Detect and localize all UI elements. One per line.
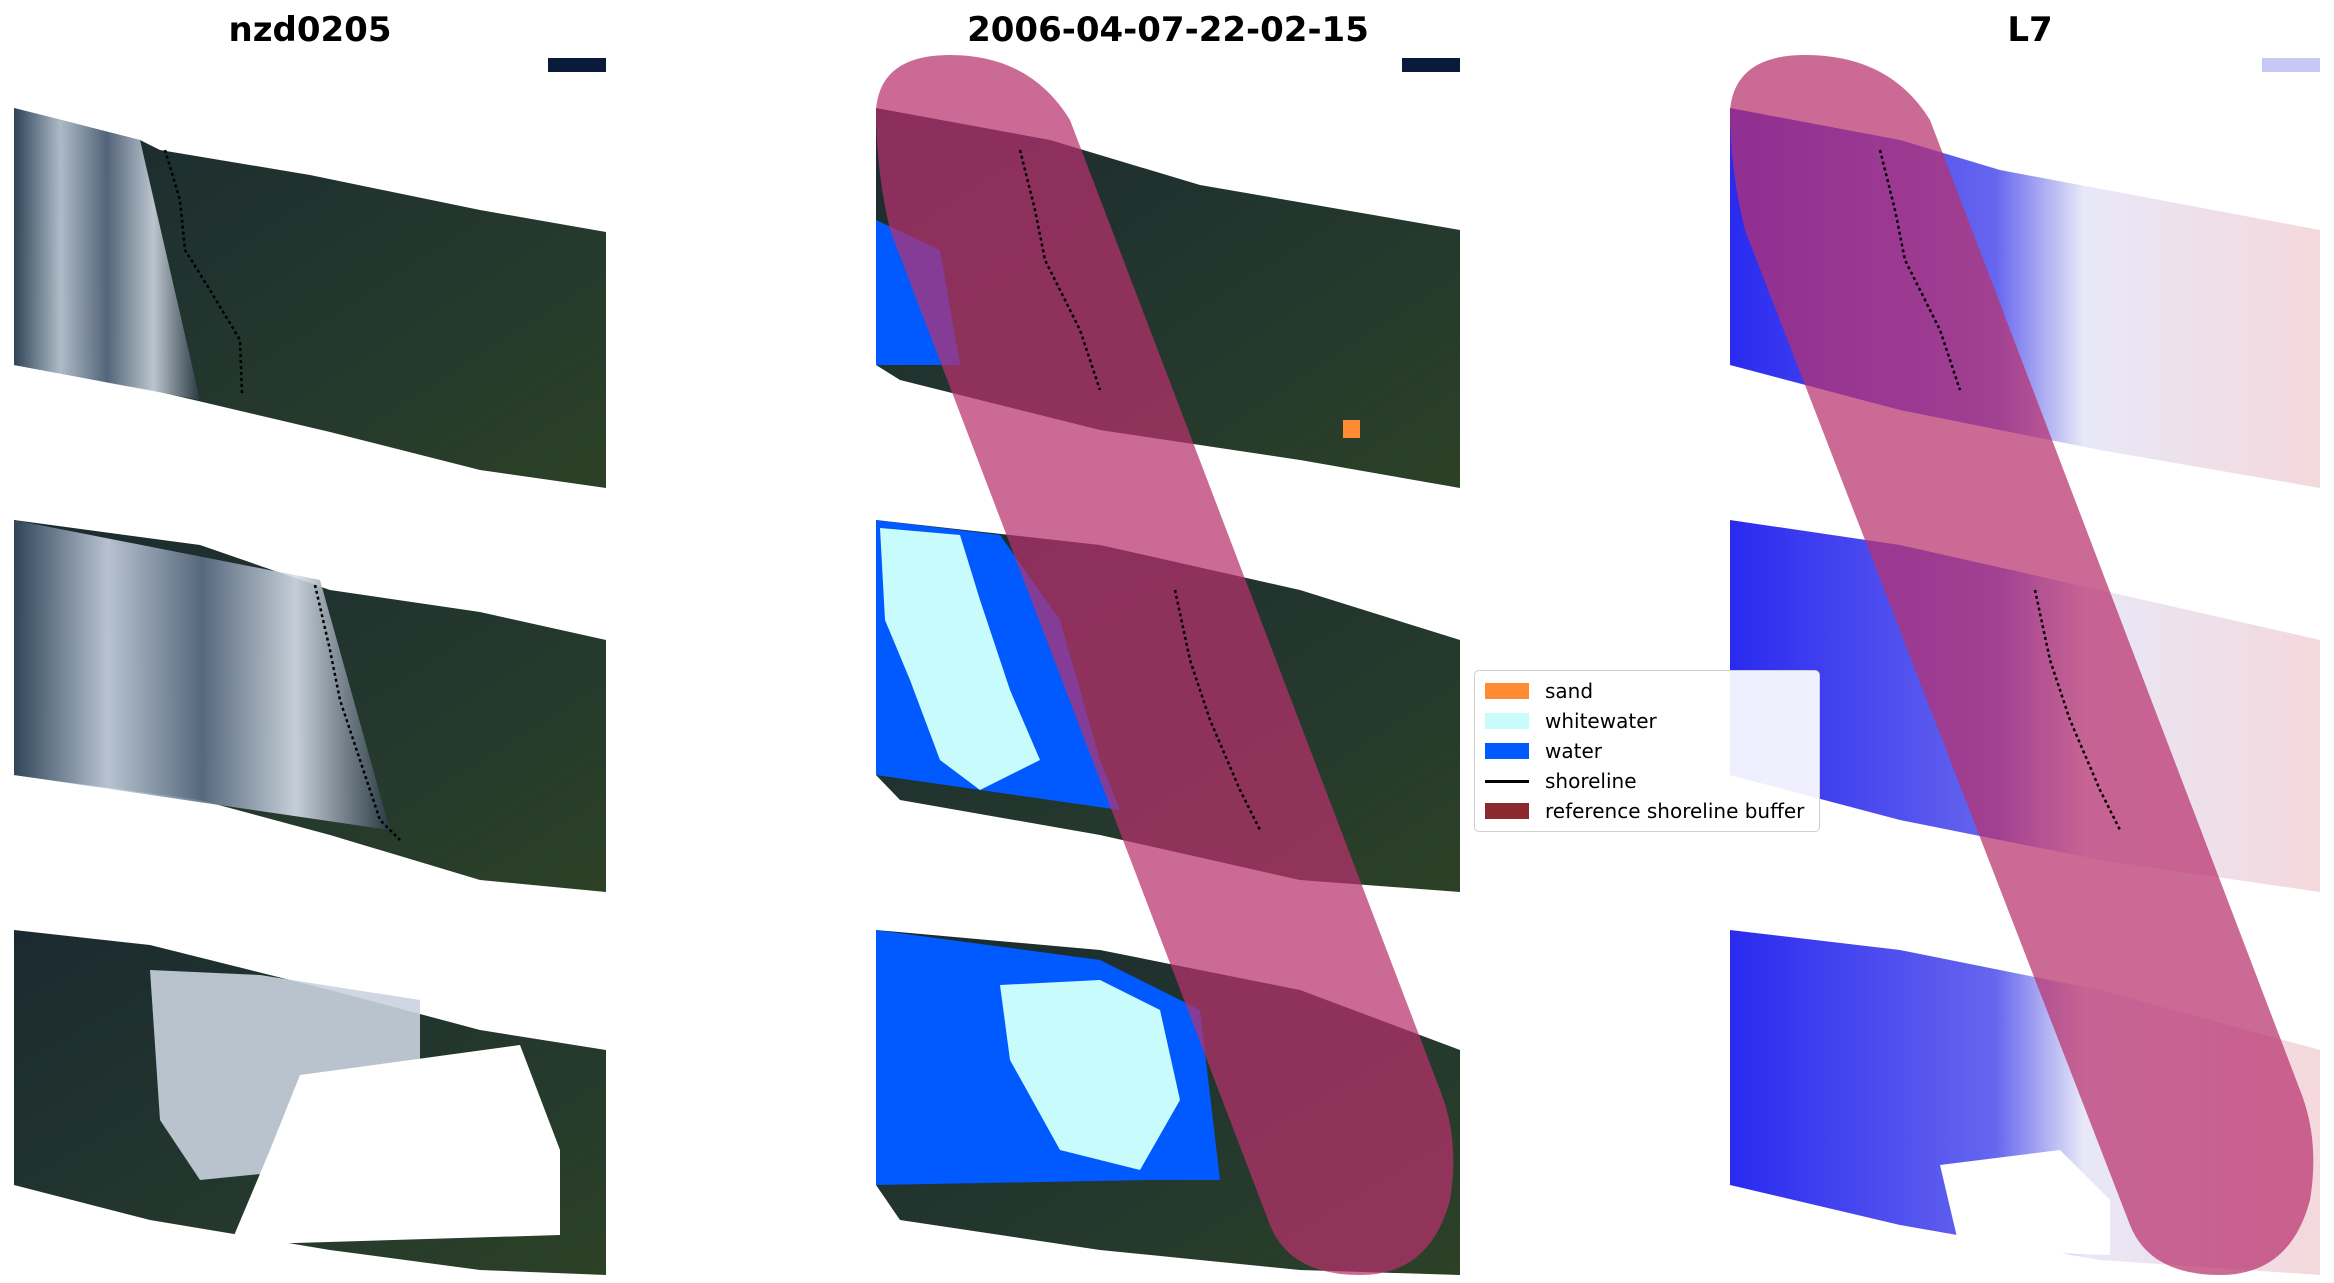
legend-swatch-sand (1485, 683, 1529, 699)
panel-title-right: L7 (2007, 10, 2053, 50)
shoreline-2 (313, 584, 401, 841)
index-panel (1730, 55, 2320, 1275)
panel-title-center: 2006-04-07-22-02-15 (967, 10, 1369, 50)
legend-line-shoreline (1485, 779, 1529, 783)
rgb-nodata-3 (230, 1045, 560, 1245)
rgb-image-panel (14, 58, 606, 1275)
legend-item-reference-buffer: reference shoreline buffer (1485, 796, 1809, 826)
legend: sand whitewater water shoreline referenc… (1474, 670, 1820, 832)
classification-panel (876, 55, 1460, 1275)
legend-item-water: water (1485, 736, 1809, 766)
legend-swatch-reference-buffer (1485, 803, 1529, 819)
shoreline-1 (163, 149, 244, 396)
panel-title-left: nzd0205 (228, 10, 392, 50)
legend-swatch-water (1485, 743, 1529, 759)
rgb-cloud-1 (14, 108, 200, 400)
rgb-cloud-2 (14, 520, 390, 830)
sand-patch (1343, 420, 1360, 438)
legend-label: whitewater (1545, 709, 1657, 733)
legend-item-whitewater: whitewater (1485, 706, 1809, 736)
rgb-strip-1 (14, 108, 606, 488)
whitewater-region-2 (880, 528, 1040, 790)
legend-label: reference shoreline buffer (1545, 799, 1805, 823)
legend-label: water (1545, 739, 1602, 763)
legend-label: sand (1545, 679, 1594, 703)
legend-item-sand: sand (1485, 676, 1809, 706)
whitewater-region-3 (1000, 980, 1180, 1170)
reference-shoreline-buffer (876, 55, 1454, 1275)
legend-label: shoreline (1545, 769, 1637, 793)
legend-item-shoreline: shoreline (1485, 766, 1809, 796)
legend-swatch-whitewater (1485, 713, 1529, 729)
